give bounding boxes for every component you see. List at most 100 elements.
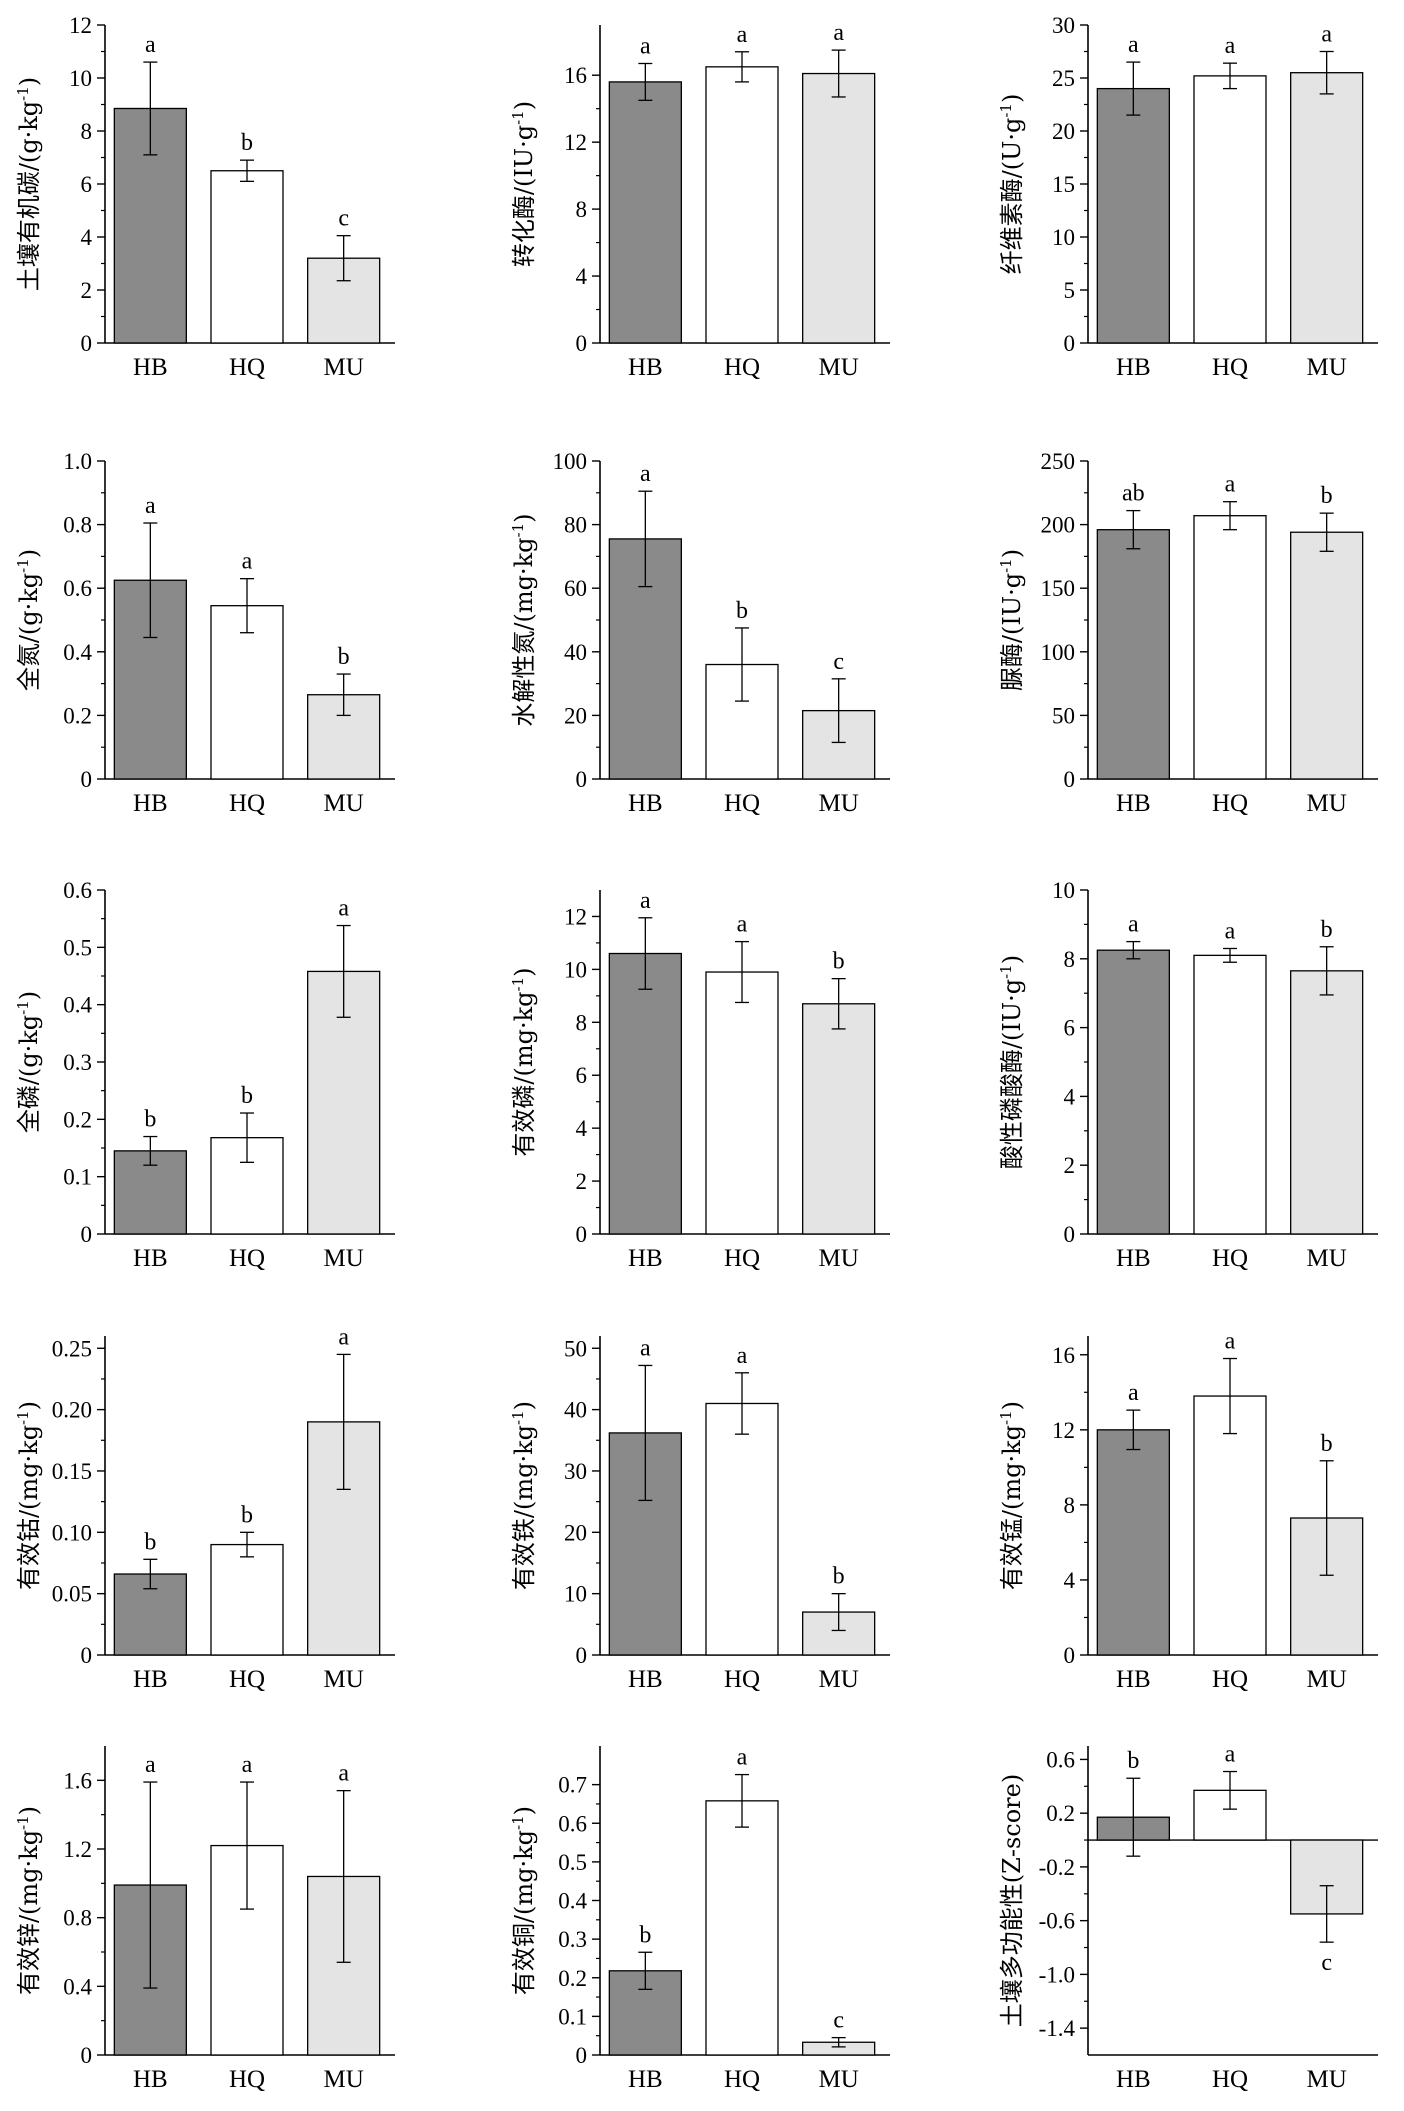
- y-tick-label: 0.8: [63, 1906, 92, 1931]
- bar-mu: [802, 72, 876, 344]
- chart-panel-4: 0 0.2 0.4 0.6 0.8 1.0 a HB a HQ b MU 全氮/(g·kg-1): [14, 449, 395, 817]
- bar-hb: [1096, 949, 1170, 1235]
- y-tick-label: 2: [1064, 1153, 1076, 1178]
- x-tick-label-mu: MU: [1307, 790, 1347, 817]
- y-tick-label: 8: [1064, 1493, 1076, 1518]
- y-tick-label: 0: [576, 331, 588, 356]
- x-tick-label-mu: MU: [324, 2066, 364, 2093]
- x-tick-label-hq: HQ: [724, 354, 760, 381]
- y-tick-label: 0: [576, 1643, 588, 1668]
- y-axis-label: 水解性氮/(mg·kg-1): [509, 513, 538, 726]
- significance-letter: b: [144, 1529, 156, 1555]
- y-tick-label: 20: [564, 1520, 587, 1545]
- y-tick-label: 6: [1064, 1016, 1076, 1041]
- y-axis-label: 全磷/(g·kg-1): [14, 991, 43, 1133]
- y-tick-label: 4: [576, 1116, 588, 1141]
- x-tick-label-hb: HB: [1116, 1666, 1151, 1693]
- chart-panel-9: 0 2 4 6 8 10 a HB a HQ b MU 酸性磷酸酶/(IU·g-1): [997, 878, 1378, 1272]
- y-tick-label: 8: [576, 1010, 588, 1035]
- x-tick-label-hq: HQ: [1212, 2066, 1248, 2093]
- y-tick-label: 1.2: [63, 1837, 92, 1862]
- y-tick-label: 50: [564, 1336, 587, 1361]
- x-tick-label-hb: HB: [628, 790, 663, 817]
- significance-letter: a: [833, 20, 844, 46]
- significance-letter: b: [833, 1564, 845, 1590]
- y-tick-label: 0: [81, 331, 93, 356]
- significance-letter: a: [640, 1335, 651, 1361]
- y-tick-label: 0: [81, 1643, 93, 1668]
- y-tick-label: 4: [81, 225, 93, 250]
- chart-panel-10: 0 0.05 0.10 0.15 0.20 0.25 b HB b HQ a MU 有效钴/(mg·kg…: [14, 1324, 395, 1693]
- bar-hb: [1096, 529, 1170, 780]
- significance-letter: b: [338, 644, 350, 670]
- bar-mu: [1290, 531, 1364, 780]
- y-tick-label: 80: [564, 513, 587, 538]
- y-tick-label: 20: [564, 703, 587, 728]
- y-axis-label: 有效钴/(mg·kg-1): [14, 1401, 43, 1590]
- significance-letter: b: [736, 598, 748, 624]
- y-tick-label: 8: [1064, 947, 1076, 972]
- bar-hq: [1193, 75, 1267, 344]
- y-axis-label: 有效锌/(mg·kg-1): [14, 1806, 43, 1995]
- x-tick-label-hq: HQ: [724, 1666, 760, 1693]
- y-tick-label: 0: [81, 2043, 93, 2068]
- significance-letter: a: [640, 461, 651, 487]
- x-tick-label-hb: HB: [133, 790, 168, 817]
- y-tick-label: 12: [1052, 1418, 1075, 1443]
- y-tick-label: 40: [564, 640, 587, 665]
- chart-panel-13: 0 0.4 0.8 1.2 1.6 a HB a HQ a MU 有效锌/(mg·kg-1): [14, 1746, 395, 2093]
- significance-letter: a: [1225, 33, 1236, 59]
- significance-letter: a: [338, 1761, 349, 1787]
- significance-letter: a: [737, 1343, 748, 1369]
- y-tick-label: 1.0: [63, 449, 92, 474]
- significance-letter: b: [1321, 1431, 1333, 1457]
- bar-hq: [705, 971, 779, 1235]
- y-tick-label: 30: [564, 1459, 587, 1484]
- y-tick-label: 0.10: [52, 1520, 92, 1545]
- y-tick-label: 0.4: [63, 640, 92, 665]
- bar-hq: [1193, 954, 1267, 1235]
- y-tick-label: 150: [1041, 576, 1076, 601]
- y-tick-label: 0.1: [558, 2004, 587, 2029]
- y-tick-label: 0.25: [52, 1336, 92, 1361]
- y-axis-label: 土壤多功能性(Z-score): [998, 1774, 1026, 2027]
- significance-letter: a: [1128, 32, 1139, 58]
- significance-letter: a: [338, 896, 349, 922]
- y-tick-label: 0.4: [63, 1974, 92, 1999]
- x-tick-label-mu: MU: [1307, 354, 1347, 381]
- y-axis-label: 转化酶/(IU·g-1): [509, 101, 538, 267]
- y-tick-label: 8: [81, 119, 93, 144]
- significance-letter: a: [1225, 918, 1236, 944]
- x-tick-label-hb: HB: [1116, 2066, 1151, 2093]
- bar-hq: [210, 605, 284, 780]
- y-tick-label: 0.4: [63, 993, 92, 1018]
- y-axis-label: 纤维素酶/(U·g-1): [997, 94, 1026, 275]
- y-tick-label: 100: [553, 449, 588, 474]
- bar-hb: [1096, 1429, 1170, 1656]
- y-axis-label: 全氮/(g·kg-1): [14, 549, 43, 691]
- x-tick-label-hq: HQ: [1212, 1666, 1248, 1693]
- y-tick-label: 4: [1064, 1568, 1076, 1593]
- y-tick-label: 1.6: [63, 1768, 92, 1793]
- significance-letter: b: [241, 130, 253, 156]
- chart-panel-3: 0 5 10 15 20 25 30 a HB a HQ a MU 纤维素酶/(U·g-1): [997, 13, 1378, 381]
- chart-panel-15: -1.4 -1.0 -0.6 -0.2 0.2 0.6 b HB a HQ c MU 土壤多功能性(Z-…: [998, 1742, 1378, 2093]
- y-tick-label: 15: [1052, 172, 1075, 197]
- chart-panel-11: 0 10 20 30 40 50 a HB a HQ b MU 有效铁/(mg·kg-1): [509, 1335, 890, 1693]
- x-tick-label-hb: HB: [133, 354, 168, 381]
- y-tick-label: 0: [81, 1222, 93, 1247]
- significance-letter: a: [338, 1324, 349, 1350]
- y-tick-label: -1.4: [1039, 2016, 1076, 2041]
- significance-letter: b: [1321, 917, 1333, 943]
- y-tick-label: 6: [81, 172, 93, 197]
- significance-letter: b: [241, 1083, 253, 1109]
- x-tick-label-hb: HB: [628, 2066, 663, 2093]
- x-tick-label-mu: MU: [324, 1245, 364, 1272]
- bar-hb: [608, 81, 682, 344]
- x-tick-label-mu: MU: [819, 354, 859, 381]
- y-tick-label: 250: [1041, 449, 1076, 474]
- y-tick-label: 0.2: [558, 1966, 587, 1991]
- chart-panel-14: 0 0.1 0.2 0.3 0.4 0.5 0.6 0.7 b HB a HQ c MU 有效铜/(mg·k…: [509, 1745, 890, 2093]
- x-tick-label-hb: HB: [628, 354, 663, 381]
